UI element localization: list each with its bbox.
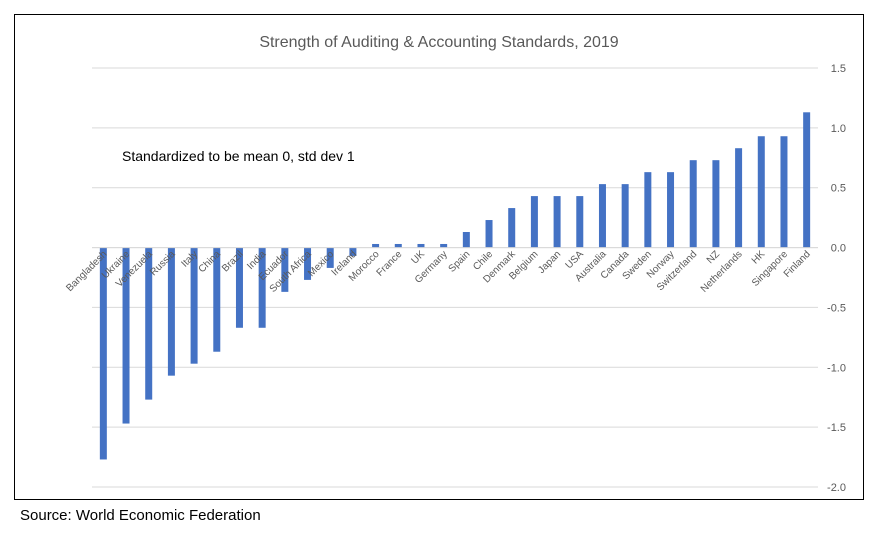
- bar-ecuador: [281, 247, 289, 292]
- bar-south-africa: [304, 247, 312, 280]
- bar-venezuela: [145, 247, 153, 400]
- x-category-label: France: [375, 249, 405, 279]
- y-tick-label: 1.5: [831, 63, 846, 75]
- y-tick-label: -1.5: [827, 422, 846, 434]
- bar-switzerland: [689, 160, 697, 248]
- chart-title: Strength of Auditing & Accounting Standa…: [259, 34, 619, 51]
- bar-finland: [803, 112, 811, 248]
- chart-annotation: Standardized to be mean 0, std dev 1: [122, 148, 355, 164]
- bar-india: [258, 247, 266, 328]
- bar-usa: [576, 196, 584, 248]
- bar-italy: [190, 247, 198, 364]
- bar-spain: [462, 232, 470, 248]
- bar-canada: [621, 184, 629, 248]
- bar-morocco: [372, 243, 380, 248]
- bar-russia: [167, 247, 175, 376]
- bar-sweden: [644, 172, 652, 248]
- x-category-label: Japan: [536, 249, 563, 276]
- bar-denmark: [508, 208, 516, 248]
- bar-chile: [485, 220, 493, 248]
- bar-ukraine: [122, 247, 130, 424]
- bar-netherlands: [735, 148, 743, 248]
- x-category-label: Netherlands: [699, 249, 745, 295]
- x-category-label: NZ: [705, 249, 722, 266]
- bar-nz: [712, 160, 720, 248]
- bar-ireland: [349, 247, 357, 256]
- bar-hk: [757, 136, 765, 248]
- bar-australia: [598, 184, 606, 248]
- bar-mexico: [326, 247, 334, 268]
- x-category-label: UK: [409, 249, 427, 267]
- y-tick-label: 0.0: [831, 243, 846, 255]
- y-tick-label: 0.5: [831, 183, 846, 195]
- bar-brazil: [235, 247, 243, 328]
- bar-china: [213, 247, 221, 352]
- y-tick-label: -2.0: [827, 482, 846, 494]
- bar-belgium: [530, 196, 538, 248]
- bar-singapore: [780, 136, 788, 248]
- x-category-label: Spain: [447, 249, 473, 275]
- bar-germany: [440, 243, 448, 248]
- y-tick-label: -0.5: [827, 302, 846, 314]
- y-tick-label: -1.0: [827, 362, 846, 374]
- bar-japan: [553, 196, 561, 248]
- bar-france: [394, 243, 402, 248]
- bar-bangladesh: [99, 247, 107, 460]
- bar-norway: [667, 172, 675, 248]
- chart-frame: [14, 14, 864, 500]
- source-note: Source: World Economic Federation: [20, 507, 261, 524]
- x-category-label: HK: [750, 249, 768, 267]
- y-tick-label: 1.0: [831, 123, 846, 135]
- bar-uk: [417, 243, 425, 248]
